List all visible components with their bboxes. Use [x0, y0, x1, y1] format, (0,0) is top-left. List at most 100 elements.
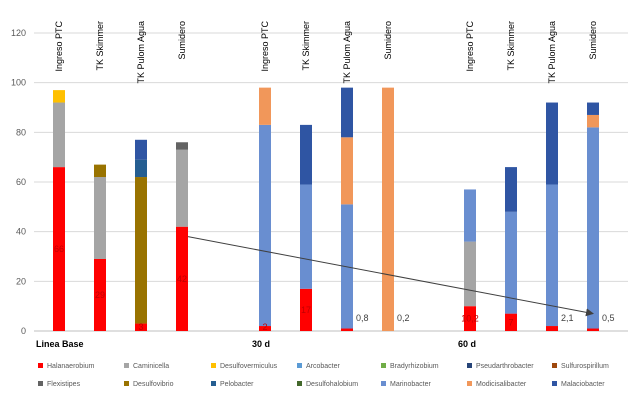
category-label: TK Skimmer: [506, 21, 516, 71]
legend-label: Marinobacter: [390, 381, 432, 388]
bar-segment-desulfovibrio: [94, 164, 106, 178]
data-label: 0,8: [356, 313, 369, 323]
bar-segment-desulfovermiculus: [53, 90, 65, 103]
bar-segment-modicisalibacter: [341, 137, 353, 205]
bar-segment-halanaerobium: [464, 306, 476, 331]
bar-segment-halanaerobium: [53, 167, 65, 331]
legend-swatch: [381, 381, 386, 386]
data-label: 7: [508, 317, 513, 327]
bar-segment-marinobacter: [587, 127, 599, 329]
data-label: 0,2: [397, 313, 410, 323]
bar-segment-halanaerobium: [176, 226, 188, 331]
category-label: Ingreso PTC: [54, 21, 64, 72]
bar-segment-halanaerobium: [546, 326, 558, 331]
legend-label: Caminicella: [133, 363, 169, 370]
bar-segment-halanaerobium: [94, 258, 106, 331]
bar-segment-modicisalibacter: [587, 114, 599, 128]
y-tick-label: 60: [16, 177, 26, 187]
legend-swatch: [552, 381, 557, 386]
legend-label: Flexistipes: [47, 381, 81, 388]
legend-label: Sulfurospirillum: [561, 363, 609, 370]
y-tick-label: 80: [16, 127, 26, 137]
group-label: 30 d: [252, 339, 270, 349]
bar-segment-halanaerobium: [341, 328, 353, 331]
legend-label: Desulfovibrio: [133, 381, 174, 388]
bar-segment-malaciobacter: [505, 167, 517, 212]
legend-label: Modicisalibacter: [476, 381, 527, 388]
data-label: 42: [177, 274, 187, 284]
legend-swatch: [467, 363, 472, 368]
legend-swatch: [38, 381, 43, 386]
y-axis-ticks: 0 20 40 60 80 100 120: [11, 28, 26, 336]
category-label: TK Pulom Agua: [547, 21, 557, 84]
data-label: 17: [301, 305, 311, 315]
legend-swatch: [381, 363, 386, 368]
bar-segment-malaciobacter: [587, 102, 599, 115]
legend-swatch: [552, 363, 557, 368]
data-label: 66: [54, 244, 64, 254]
category-label: Sumidero: [588, 21, 598, 60]
data-label: 2: [262, 322, 267, 332]
legend-label: Desulfohalobium: [306, 381, 358, 388]
bar-segment-marinobacter: [300, 184, 312, 289]
group-label: Linea Base: [36, 339, 84, 349]
legend-label: Pelobacter: [220, 381, 254, 388]
legend-swatch: [38, 363, 43, 368]
category-label: Sumidero: [383, 21, 393, 60]
data-label: 10,2: [461, 314, 479, 324]
bar-segment-halanaerobium: [587, 328, 599, 331]
group-label: 60 d: [458, 339, 476, 349]
bar-segment-modicisalibacter: [382, 87, 394, 331]
bar-segment-malaciobacter: [300, 124, 312, 185]
bar-segment-caminicella: [53, 102, 65, 168]
y-tick-label: 120: [11, 28, 26, 38]
legend-swatch: [297, 381, 302, 386]
bar-segment-halanaerobium: [135, 323, 147, 331]
legend-label: Malaciobacter: [561, 381, 605, 388]
category-label: TK Skimmer: [301, 21, 311, 71]
category-label: TK Skimmer: [95, 21, 105, 71]
legend[interactable]: Halanaerobium Caminicella Desulfovermiculu…: [38, 363, 609, 388]
legend-label: Arcobacter: [306, 363, 341, 370]
bar-segment-halanaerobium: [300, 288, 312, 331]
bar-segment-halanaerobium: [505, 313, 517, 331]
data-label: 2,1: [561, 313, 574, 323]
bar-segment-malaciobacter: [135, 139, 147, 160]
bar-segment-modicisalibacter: [259, 87, 271, 125]
legend-label: Desulfovermiculus: [220, 363, 278, 370]
bar-segment-caminicella: [464, 241, 476, 307]
category-label: Ingreso PTC: [260, 21, 270, 72]
bar-segment-caminicella: [176, 149, 188, 227]
bar-segment-malaciobacter: [546, 102, 558, 185]
bar-segment-desulfovibrio: [135, 177, 147, 324]
legend-label: Bradyrhizobium: [390, 363, 439, 370]
legend-swatch: [211, 381, 216, 386]
y-tick-label: 0: [21, 326, 26, 336]
y-tick-label: 100: [11, 78, 26, 88]
category-label: TK Pulom Agua: [342, 21, 352, 84]
legend-swatch: [124, 363, 129, 368]
bar-segment-marinobacter: [505, 211, 517, 314]
bar-segment-marinobacter: [464, 189, 476, 242]
bar-segment-pelobacter: [135, 159, 147, 178]
bar-segment-malaciobacter: [341, 87, 353, 138]
y-tick-label: 40: [16, 227, 26, 237]
group-labels: Linea Base 30 d 60 d: [36, 339, 476, 349]
trend-arrow-line: [187, 236, 594, 317]
category-labels: Ingreso PTC TK Skimmer TK Pulom Agua Sumide…: [54, 21, 598, 84]
category-label: Sumidero: [177, 21, 187, 60]
legend-swatch: [467, 381, 472, 386]
bar-segment-marinobacter: [259, 124, 271, 327]
legend-swatch: [211, 363, 216, 368]
legend-label: Halanaerobium: [47, 363, 95, 370]
data-labels: 66 29 3 42 2 17 0,8 0,2 10,2 7 2,1 0,5: [54, 244, 615, 332]
bar-segment-marinobacter: [546, 184, 558, 327]
gridlines: [34, 32, 628, 332]
category-label: Ingreso PTC: [465, 21, 475, 72]
bar-segment-halanaerobium: [259, 326, 271, 331]
legend-label: Pseudarthrobacter: [476, 363, 534, 370]
data-label: 0,5: [602, 313, 615, 323]
legend-swatch: [124, 381, 129, 386]
data-label: 3: [138, 322, 143, 332]
